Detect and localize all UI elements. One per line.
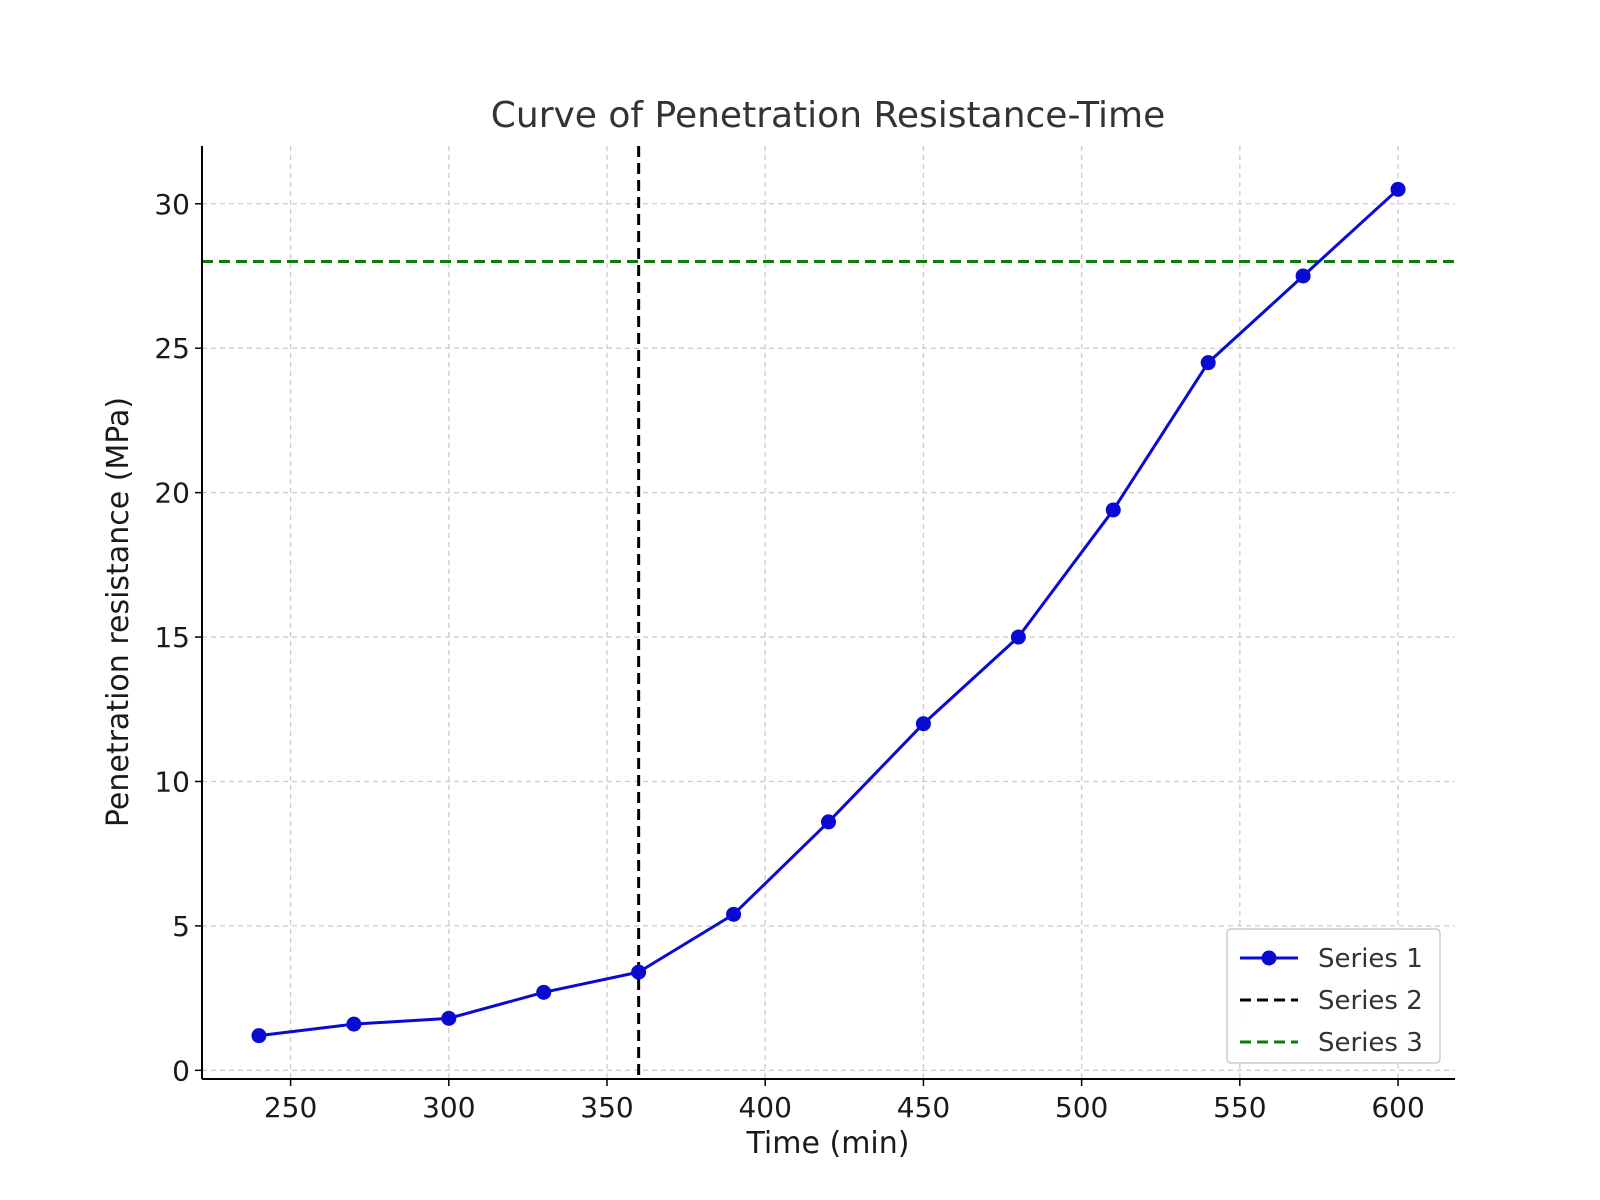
y-tick-label: 20 <box>154 477 190 510</box>
y-tick-label: 10 <box>154 765 190 798</box>
grid-layer <box>202 146 1455 1079</box>
y-tick-label: 25 <box>154 332 190 365</box>
y-tick-label: 30 <box>154 188 190 221</box>
series-1-line <box>258 188 1400 1038</box>
legend-label: Series 2 <box>1318 986 1423 1016</box>
series-1-point <box>1200 355 1216 371</box>
legend-label: Series 1 <box>1318 944 1423 974</box>
reference-lines <box>202 146 1455 1079</box>
series-1-point <box>1390 181 1406 197</box>
series-1-point <box>915 716 931 732</box>
series-layer <box>251 181 1406 1044</box>
legend-label: Series 3 <box>1318 1028 1423 1058</box>
series-1-point <box>631 964 647 980</box>
axes-layer <box>195 146 1455 1086</box>
legend-box <box>1226 928 1441 1064</box>
series-1-point <box>1010 629 1026 645</box>
series-1-point <box>536 984 552 1000</box>
chart-title: Curve of Penetration Resistance-Time <box>491 95 1166 136</box>
y-tick-label: 0 <box>172 1054 190 1087</box>
legend-marker <box>1261 950 1277 966</box>
x-tick-label: 450 <box>897 1091 950 1124</box>
series-1-point <box>441 1010 457 1026</box>
x-axis-label: Time (min) <box>746 1126 910 1161</box>
x-tick-label: 250 <box>264 1091 317 1124</box>
tick-labels: 250 300 350 400 450 500 550 600 0 5 10 15 20 25 30 <box>154 188 1424 1124</box>
y-axis-label: Penetration resistance (MPa) <box>101 397 136 827</box>
x-tick-label: 550 <box>1213 1091 1266 1124</box>
series-1-point <box>251 1028 267 1044</box>
series-1-point <box>821 814 836 830</box>
x-tick-label: 400 <box>738 1091 791 1124</box>
y-tick-label: 5 <box>172 910 190 943</box>
x-tick-label: 600 <box>1371 1091 1424 1124</box>
series-1-point <box>1295 268 1311 284</box>
x-tick-label: 350 <box>580 1091 633 1124</box>
legend: Series 1 Series 2 Series 3 <box>1226 928 1441 1064</box>
x-tick-label: 500 <box>1055 1091 1108 1124</box>
x-tick-label: 300 <box>422 1091 475 1124</box>
series-1-point <box>1105 502 1121 518</box>
series-1-point <box>726 906 742 922</box>
series-1-point <box>346 1016 362 1032</box>
y-tick-label: 15 <box>154 621 190 654</box>
